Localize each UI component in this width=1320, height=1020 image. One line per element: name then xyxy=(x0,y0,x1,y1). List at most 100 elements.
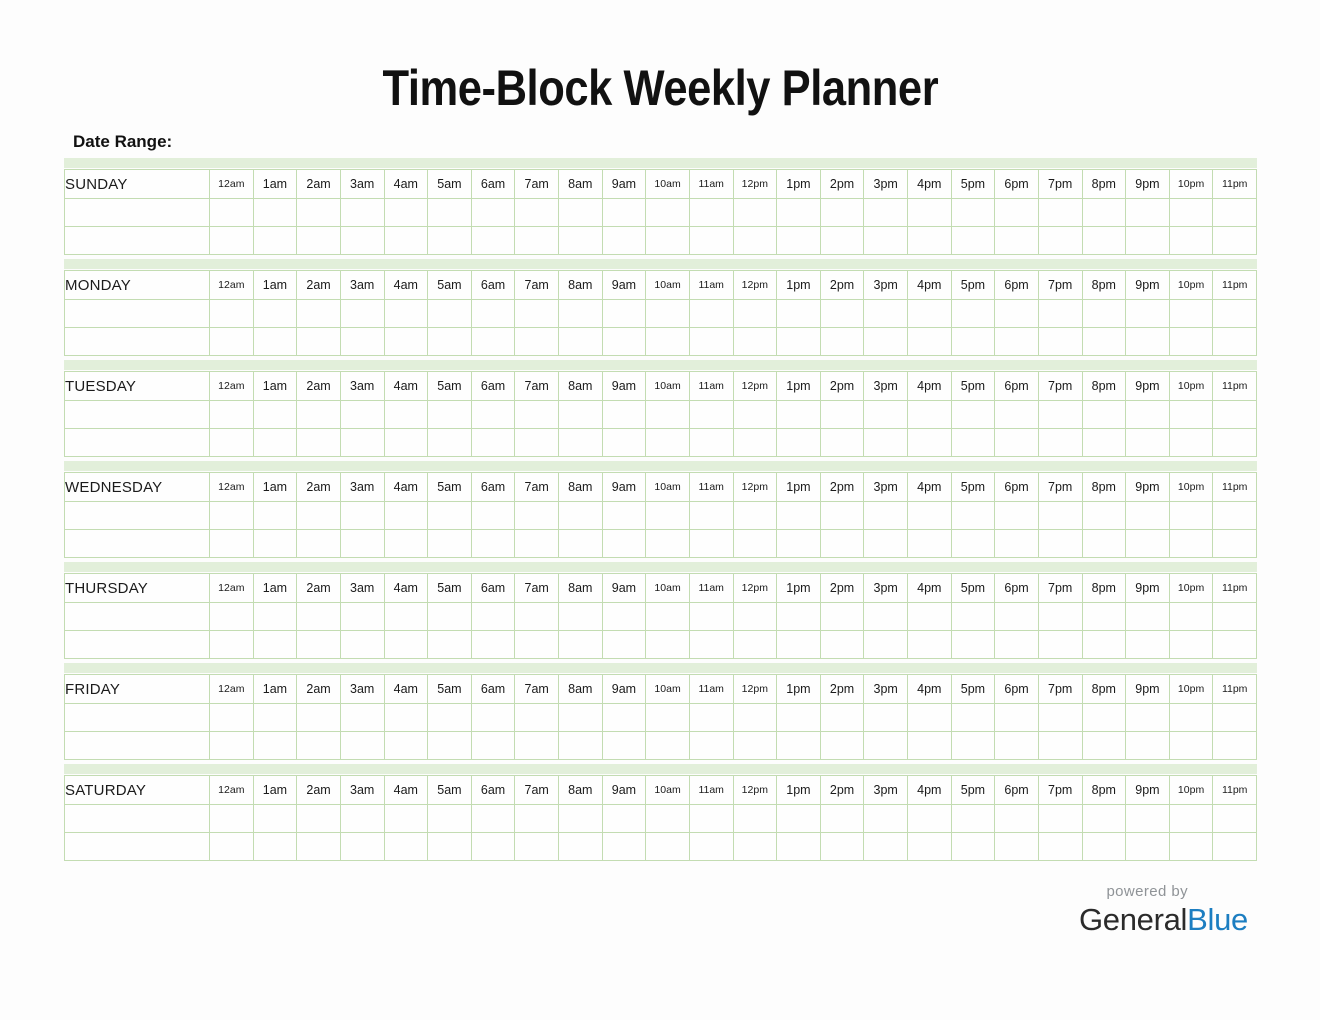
planner-cell xyxy=(1125,226,1170,255)
time-slot-label: 8pm xyxy=(1081,169,1127,199)
time-slot-label: 1am xyxy=(252,573,298,603)
time-slot-label: 11am xyxy=(688,169,734,199)
time-slot-label: 12pm xyxy=(732,472,778,502)
planner-cell xyxy=(252,198,298,227)
time-slot-label: 2pm xyxy=(819,573,865,603)
planner-cell xyxy=(994,501,1039,530)
time-slot-label: 8am xyxy=(558,472,603,502)
planner-cell xyxy=(1125,602,1170,631)
planner-cell xyxy=(950,703,996,732)
planner-cell xyxy=(1037,630,1083,659)
planner-cell xyxy=(1125,703,1170,732)
planner-cell xyxy=(64,602,210,631)
brand-wordmark: GeneralBlue xyxy=(1079,902,1248,937)
planner-cell xyxy=(339,400,385,429)
day-block-tuesday: TUESDAY 12am 1am 2am 3am 4am 5am 6am 7am 8am 9am 10… xyxy=(64,360,1257,457)
planner-cell xyxy=(1125,832,1170,861)
planner-cell xyxy=(1125,299,1170,328)
planner-cell xyxy=(383,400,429,429)
time-slot-label: 12pm xyxy=(732,775,778,805)
planner-cell xyxy=(1081,428,1127,457)
planner-cell xyxy=(339,804,385,833)
planner-cell xyxy=(688,602,734,631)
time-slot-label: 6pm xyxy=(994,573,1039,603)
planner-cell xyxy=(64,327,210,356)
time-slot-label: 9am xyxy=(601,573,647,603)
time-slot-label: 4pm xyxy=(907,169,952,199)
planner-cell xyxy=(296,327,341,356)
time-slot-label: 2am xyxy=(296,775,341,805)
time-slot-label: 6am xyxy=(470,270,516,300)
day-table: THURSDAY 12am 1am 2am 3am 4am 5am 6am 7am 8am 9am 1… xyxy=(64,573,1257,659)
planner-cell xyxy=(383,501,429,530)
time-slot-label: 12am xyxy=(209,169,254,199)
time-slot-label: 6am xyxy=(470,371,516,401)
planner-cell xyxy=(514,703,559,732)
planner-cell xyxy=(339,226,385,255)
time-slot-label: 6am xyxy=(470,573,516,603)
time-slot-label: 12pm xyxy=(732,371,778,401)
planner-cell xyxy=(732,602,778,631)
time-slot-label: 7am xyxy=(514,371,559,401)
time-slot-label: 7am xyxy=(514,169,559,199)
planner-cell xyxy=(1081,226,1127,255)
planner-cell xyxy=(732,832,778,861)
planner-cell xyxy=(64,630,210,659)
planner-cell xyxy=(339,299,385,328)
planner-cell xyxy=(64,400,210,429)
planner-cell xyxy=(819,602,865,631)
planner-cell xyxy=(950,428,996,457)
planner-cell xyxy=(1081,299,1127,328)
generalblue-logo: powered by GeneralBlue xyxy=(1079,883,1248,937)
planner-cell xyxy=(1212,428,1257,457)
day-table: MONDAY 12am 1am 2am 3am 4am 5am 6am 7am 8am 9am 10a… xyxy=(64,270,1257,356)
planner-cell xyxy=(558,428,603,457)
time-slot-label: 11am xyxy=(688,472,734,502)
day-name-label: MONDAY xyxy=(64,270,210,300)
time-slot-label: 1pm xyxy=(776,472,821,502)
time-slot-label: 6am xyxy=(470,674,516,704)
planner-cell xyxy=(1081,804,1127,833)
planner-cell xyxy=(339,327,385,356)
planner-cell xyxy=(776,501,821,530)
planner-cell xyxy=(383,832,429,861)
planner-cell xyxy=(296,226,341,255)
time-slot-label: 2am xyxy=(296,270,341,300)
planner-cell xyxy=(1212,602,1257,631)
time-slot-label: 8pm xyxy=(1081,573,1127,603)
planner-cell xyxy=(1125,804,1170,833)
time-slot-label: 2pm xyxy=(819,472,865,502)
day-name-label: THURSDAY xyxy=(64,573,210,603)
planner-cell xyxy=(427,428,472,457)
time-slot-label: 5am xyxy=(427,573,472,603)
planner-cell xyxy=(907,501,952,530)
planner-cell xyxy=(514,529,559,558)
planner-cell xyxy=(645,198,690,227)
planner-cell xyxy=(601,501,647,530)
planner-cell xyxy=(252,529,298,558)
planner-cell xyxy=(64,501,210,530)
planner-cell xyxy=(819,226,865,255)
planner-cell xyxy=(645,630,690,659)
planner-cell xyxy=(950,832,996,861)
planner-cell xyxy=(732,804,778,833)
time-slot-label: 3pm xyxy=(863,674,908,704)
planner-cell xyxy=(209,501,254,530)
planner-cell xyxy=(819,832,865,861)
planner-cell xyxy=(1212,327,1257,356)
planner-cell xyxy=(383,529,429,558)
planner-cell xyxy=(427,630,472,659)
date-range-label: Date Range: xyxy=(73,132,173,151)
planner-cell xyxy=(863,804,908,833)
planner-cell xyxy=(688,400,734,429)
time-slot-label: 9pm xyxy=(1125,270,1170,300)
day-block-monday: MONDAY 12am 1am 2am 3am 4am 5am 6am 7am 8am 9am 10a… xyxy=(64,259,1257,356)
planner-cell xyxy=(994,428,1039,457)
time-slot-label: 6pm xyxy=(994,270,1039,300)
planner-cell xyxy=(732,327,778,356)
page-title-text: Time-Block Weekly Planner xyxy=(382,60,938,116)
planner-cell xyxy=(64,428,210,457)
day-block-thursday: THURSDAY 12am 1am 2am 3am 4am 5am 6am 7am 8am 9am 1… xyxy=(64,562,1257,659)
time-slot-label: 1am xyxy=(252,371,298,401)
planner-cell xyxy=(558,703,603,732)
